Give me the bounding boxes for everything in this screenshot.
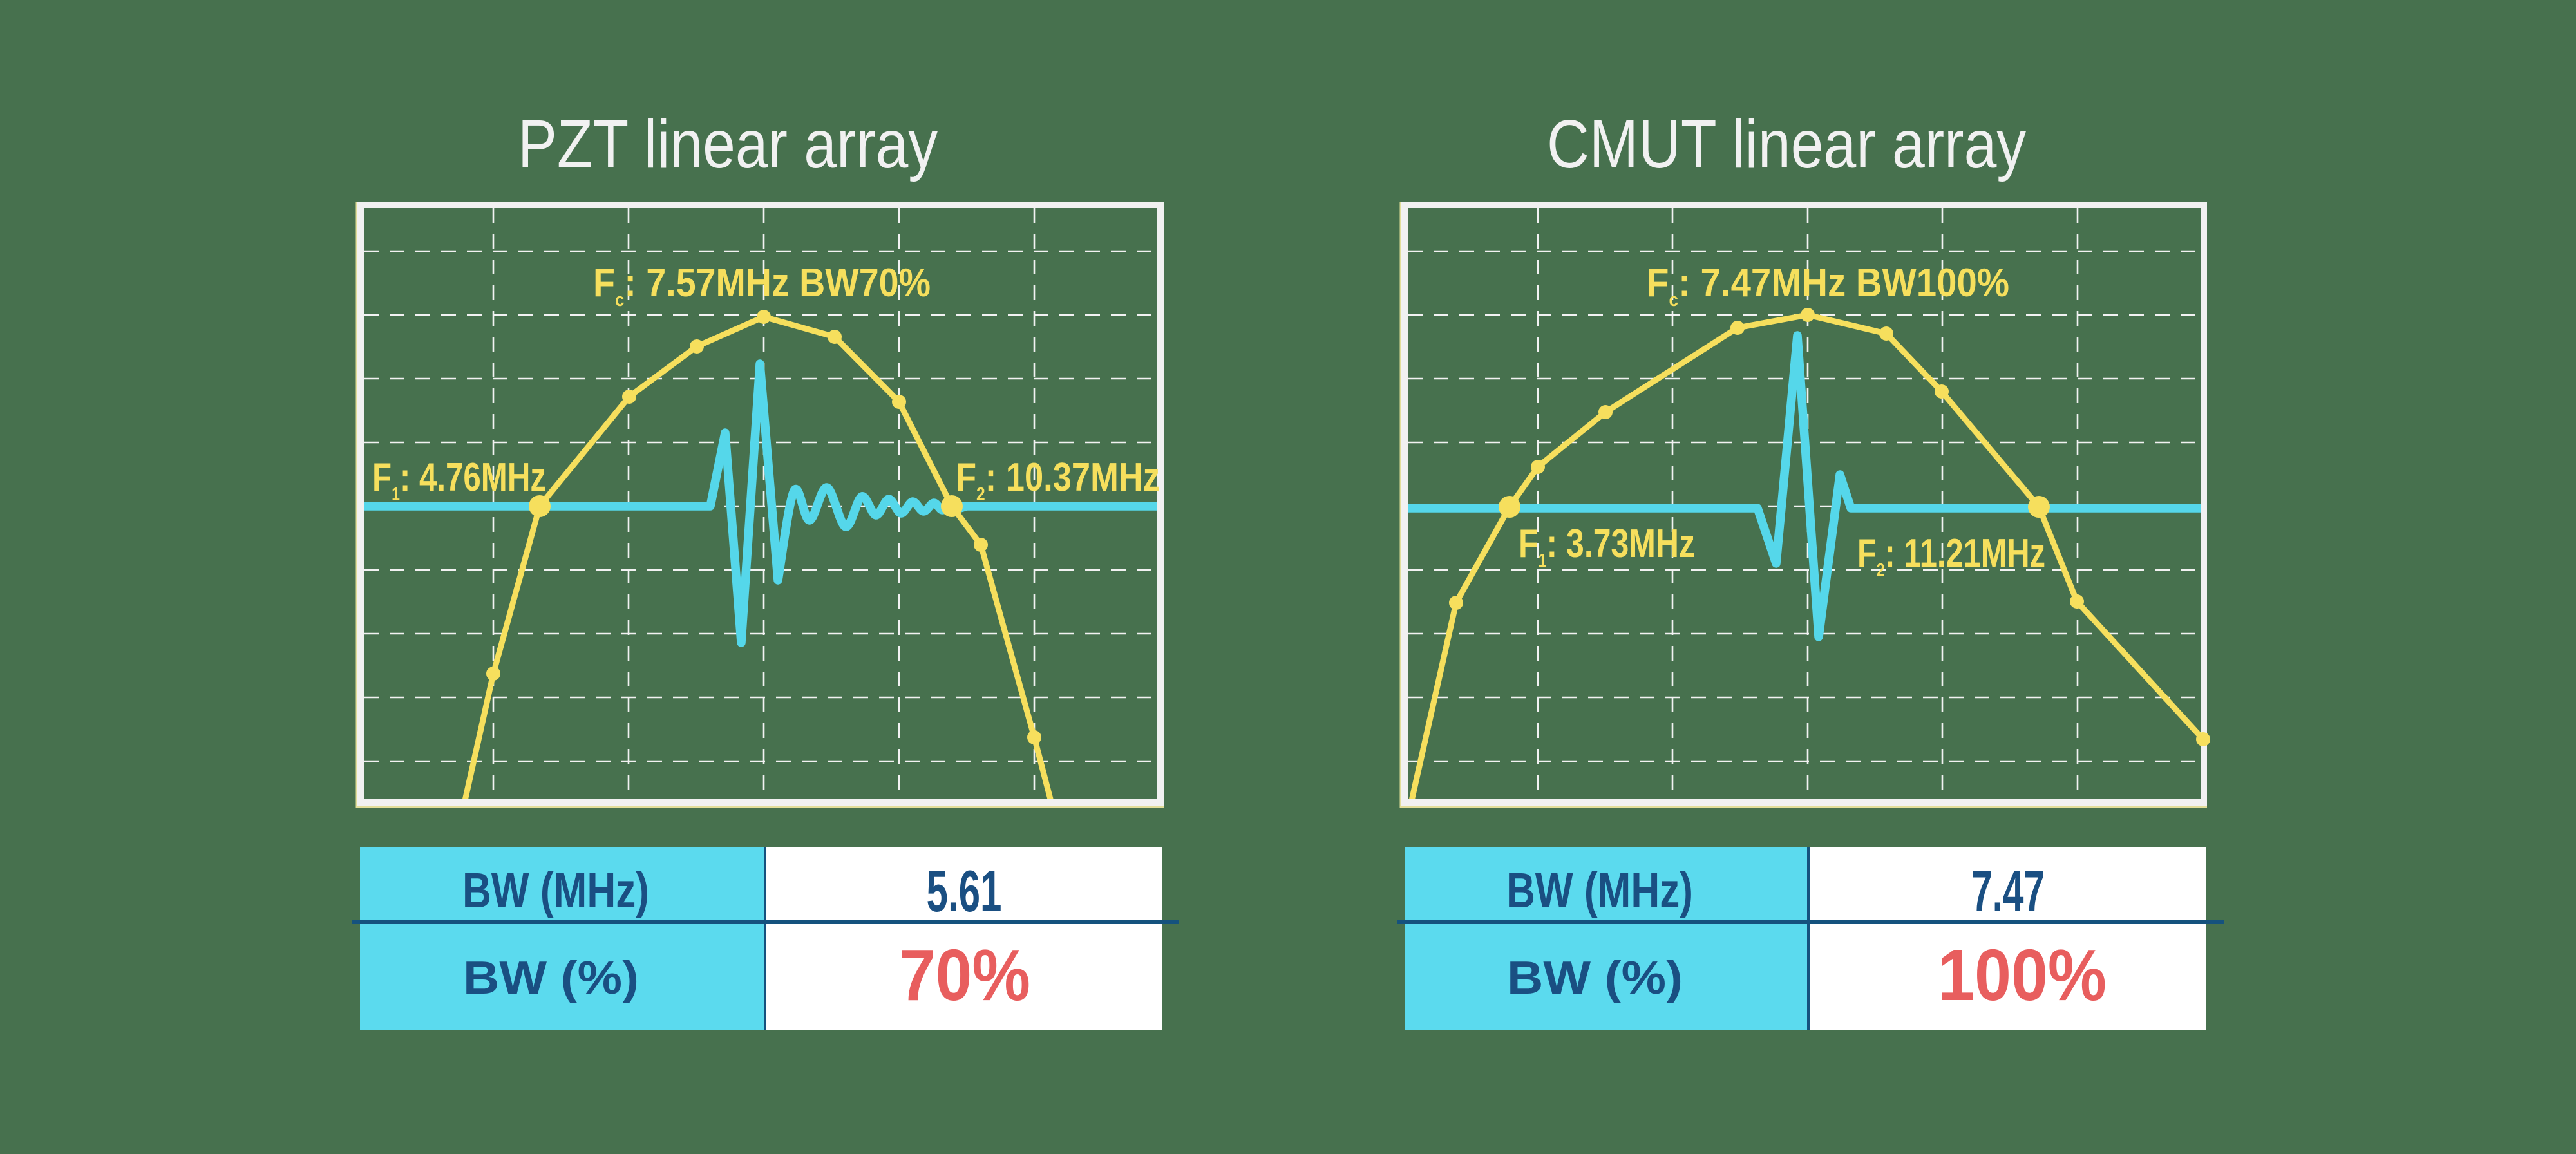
svg-text:F2: 11.21MHz: F2: 11.21MHz <box>1857 531 2045 581</box>
svg-text:BW (%): BW (%) <box>463 952 639 1004</box>
svg-text:BW (MHz): BW (MHz) <box>462 863 649 918</box>
svg-text:PZT linear array: PZT linear array <box>518 106 938 182</box>
svg-text:BW (MHz): BW (MHz) <box>1506 863 1693 918</box>
svg-text:F1: 4.76MHz: F1: 4.76MHz <box>372 455 546 505</box>
svg-text:7.47: 7.47 <box>1971 859 2045 924</box>
svg-text:Fc: 7.47MHz BW100%: Fc: 7.47MHz BW100% <box>1647 261 2009 310</box>
svg-text:F1: 3.73MHz: F1: 3.73MHz <box>1519 522 1695 571</box>
svg-text:Fc: 7.57MHz BW70%: Fc: 7.57MHz BW70% <box>593 261 931 310</box>
svg-text:70%: 70% <box>899 934 1030 1016</box>
svg-text:CMUT linear array: CMUT linear array <box>1547 106 2026 182</box>
svg-text:5.61: 5.61 <box>927 859 1002 924</box>
svg-text:BW (%): BW (%) <box>1507 952 1683 1004</box>
svg-text:100%: 100% <box>1938 934 2107 1016</box>
svg-text:F2: 10.37MHz: F2: 10.37MHz <box>956 455 1160 505</box>
